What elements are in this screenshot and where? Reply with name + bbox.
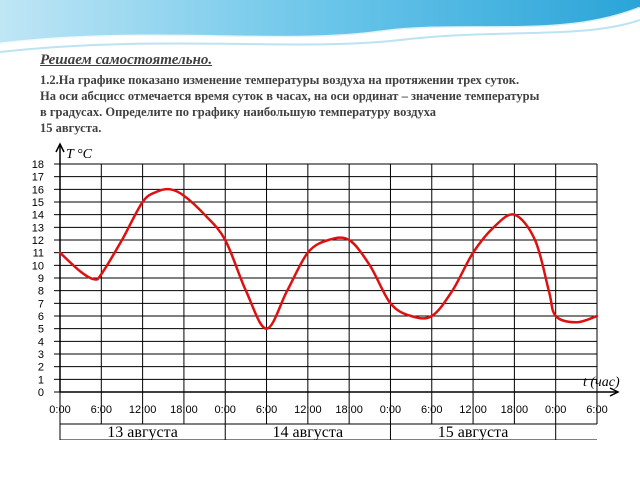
x-tick-label: 6:00 <box>586 404 607 416</box>
y-tick-label: 10 <box>32 260 44 272</box>
x-axis-label: t (час) <box>583 375 620 390</box>
y-tick-label: 13 <box>32 222 44 234</box>
x-tick-label: 6:00 <box>421 404 442 416</box>
task-line-1: 1.2.На графике показано изменение темпер… <box>40 73 520 87</box>
y-tick-label: 4 <box>38 336 44 348</box>
x-axis-arrow <box>609 387 620 397</box>
x-tick-label: 12:00 <box>129 404 157 416</box>
y-tick-label: 1 <box>38 374 44 386</box>
y-tick-label: 14 <box>32 210 44 222</box>
x-tick-label: 18:00 <box>170 404 198 416</box>
x-tick-label: 6:00 <box>256 404 277 416</box>
y-tick-label: 16 <box>32 184 44 196</box>
x-tick-label: 0:00 <box>545 404 566 416</box>
task-text-block: Решаем самостоятельно. 1.2.На графике по… <box>40 52 620 136</box>
y-tick-label: 7 <box>38 298 44 310</box>
y-tick-label: 2 <box>38 362 44 374</box>
y-tick-label: 18 <box>32 159 44 171</box>
x-tick-label: 12:00 <box>294 404 322 416</box>
y-tick-label: 12 <box>32 235 44 247</box>
x-tick-label: 12:00 <box>459 404 487 416</box>
y-tick-label: 8 <box>38 286 44 298</box>
x-tick-label: 0:00 <box>380 404 401 416</box>
x-tick-label: 18:00 <box>335 404 363 416</box>
x-tick-label: 0:00 <box>215 404 236 416</box>
day-labels: 13 августа 14 августа 15 августа <box>107 424 508 440</box>
y-tick-label: 5 <box>38 324 44 336</box>
x-tick-labels: 0:00 6:00 12:00 18:00 0:00 6:00 12:00 18:00 0:00… <box>49 404 607 416</box>
y-tick-label: 9 <box>38 273 44 285</box>
y-tick-label: 17 <box>32 172 44 184</box>
y-tick-label: 6 <box>38 311 44 323</box>
x-tick-label: 18:00 <box>501 404 529 416</box>
temperature-series-line <box>58 187 599 330</box>
task-line-3: в градусах. Определите по графику наибол… <box>40 105 437 119</box>
header-wave-decoration <box>0 0 640 53</box>
x-tick-label: 6:00 <box>91 404 112 416</box>
chart-grid <box>54 142 620 440</box>
y-axis-arrow <box>55 142 65 153</box>
task-line-2: На оси абсцисс отмечается время суток в … <box>40 89 540 103</box>
day-label: 14 августа <box>273 424 344 440</box>
y-tick-label: 3 <box>38 349 44 361</box>
slide-title: Решаем самостоятельно. <box>40 52 213 68</box>
y-axis-label: T °C <box>66 147 93 162</box>
day-label: 13 августа <box>107 424 178 440</box>
y-tick-label: 15 <box>32 197 44 209</box>
x-tick-label: 0:00 <box>49 404 70 416</box>
task-line-4: 15 августа. <box>40 121 102 135</box>
y-tick-label: 11 <box>33 248 44 260</box>
y-tick-label: 0 <box>38 387 44 399</box>
day-label: 15 августа <box>438 424 509 440</box>
